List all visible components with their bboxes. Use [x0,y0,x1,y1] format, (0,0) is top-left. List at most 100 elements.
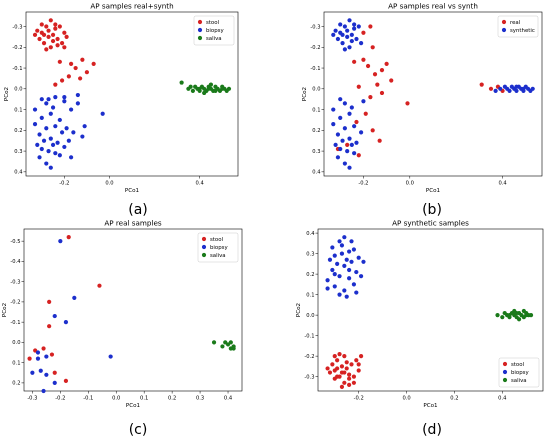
data-point-stool [48,18,53,23]
data-point-stool [325,366,330,371]
data-point-biopsy [82,124,87,129]
data-point-stool [78,76,83,81]
x-tick-label: -0.2 [354,396,364,402]
data-point-synthetic [349,32,354,37]
x-axis-label: PCo1 [423,403,438,409]
data-point-stool [66,74,71,79]
data-point-biopsy [53,95,58,100]
data-point-synthetic [493,88,498,93]
data-point-real [379,68,385,73]
data-point-saliva [495,313,500,318]
legend-label-biopsy: biopsy [210,245,228,251]
data-point-biopsy [330,245,335,250]
y-tick-label: 0.4 [306,231,315,237]
x-tick-label: -0.2 [59,181,69,187]
data-point-synthetic [514,84,519,89]
data-point-synthetic [335,132,341,137]
data-point-stool [347,372,352,377]
data-point-biopsy [332,272,337,277]
data-point-synthetic [347,111,352,116]
panel-caption: (b) [422,202,442,218]
data-point-biopsy [62,95,67,100]
data-point-real [379,90,385,96]
legend-marker-biopsy [201,244,207,250]
legend: stool biopsy saliva [193,15,235,46]
data-point-biopsy [48,136,53,141]
data-point-biopsy [332,284,337,289]
data-point-biopsy [48,165,53,170]
data-point-synthetic [345,148,350,154]
data-point-synthetic [342,126,347,131]
data-point-biopsy [44,372,49,377]
data-point-saliva [226,86,232,91]
data-point-real [479,82,484,87]
y-axis-label: PCo2 [4,87,10,101]
data-point-synthetic [354,140,359,145]
x-tick-label: 0.3 [196,396,204,402]
data-point-biopsy [32,107,38,112]
legend-marker-biopsy [197,27,203,33]
data-point-stool [347,376,352,381]
data-point-stool [332,354,337,359]
data-point-saliva [231,346,236,351]
data-point-stool [53,22,58,27]
data-point-biopsy [337,274,342,279]
data-point-saliva [197,86,202,91]
data-point-biopsy [52,313,57,319]
data-point-real [365,63,371,69]
data-point-biopsy [335,261,340,266]
data-point-stool [52,370,57,375]
data-point-synthetic [352,151,357,156]
chart-title: AP synthetic samples [392,219,469,228]
data-point-stool [47,299,52,304]
data-point-saliva [202,90,207,96]
data-point-stool [73,65,78,71]
data-point-saliva [179,80,184,85]
chart-panel-0: AP samples real+synth -0.2 0.0 0.4 -0.3 -0.2 -… [4,2,239,218]
data-point-stool [50,38,56,44]
data-point-biopsy [50,105,56,110]
data-point-stool [339,384,345,389]
y-tick-label: 0.0 [14,87,22,93]
data-point-stool [41,32,47,37]
data-point-real [361,57,366,62]
data-point-biopsy [46,148,51,154]
data-point-stool [53,82,58,87]
x-tick-label: 0.4 [498,396,507,402]
data-point-synthetic [530,86,535,91]
data-point-stool [342,354,347,359]
data-point-biopsy [44,354,49,359]
data-point-saliva [516,317,522,322]
x-tick-label: 0.0 [112,396,120,402]
data-point-stool [347,382,352,387]
legend: stool biopsy saliva [498,357,540,388]
data-point-synthetic [333,142,338,147]
data-point-stool [330,362,335,367]
data-point-real [368,95,373,100]
x-tick-label: -0.1 [83,396,93,402]
data-point-saliva [188,84,193,89]
legend-marker-synthetic [501,27,507,33]
data-point-biopsy [332,253,337,258]
data-point-biopsy [64,126,69,131]
data-point-synthetic [342,47,347,52]
y-tick-label: 0.2 [12,381,20,387]
data-point-stool [63,378,69,383]
data-point-biopsy [69,107,74,112]
plot-frame [317,228,544,392]
data-point-biopsy [35,350,41,355]
y-tick-label: 0.4 [14,170,23,176]
data-point-saliva [521,308,526,314]
legend-box [498,357,540,388]
data-point-synthetic [340,32,345,37]
data-point-stool [356,362,361,367]
legend-label-biopsy: biopsy [511,370,529,376]
data-point-biopsy [100,111,105,116]
data-point-biopsy [35,142,40,147]
data-point-biopsy [71,130,76,135]
data-point-real [363,111,368,116]
x-tick-label: -0.2 [358,181,368,187]
data-point-synthetic [342,101,347,106]
data-point-synthetic [340,41,345,46]
data-point-biopsy [53,151,58,156]
